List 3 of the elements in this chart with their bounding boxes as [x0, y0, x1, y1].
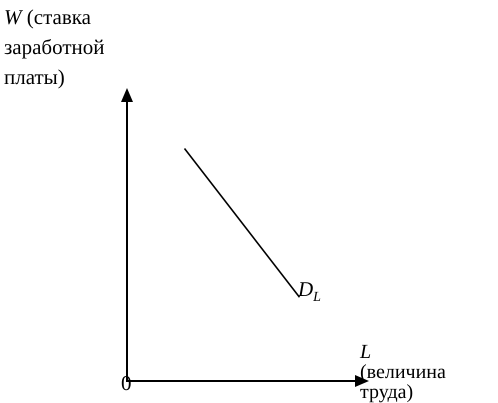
x-axis-title: L (величина труда)	[360, 341, 447, 403]
y-axis-title: W (ставка заработной платы)	[4, 4, 106, 91]
annotation: D$_{L}$	[298, 277, 321, 306]
